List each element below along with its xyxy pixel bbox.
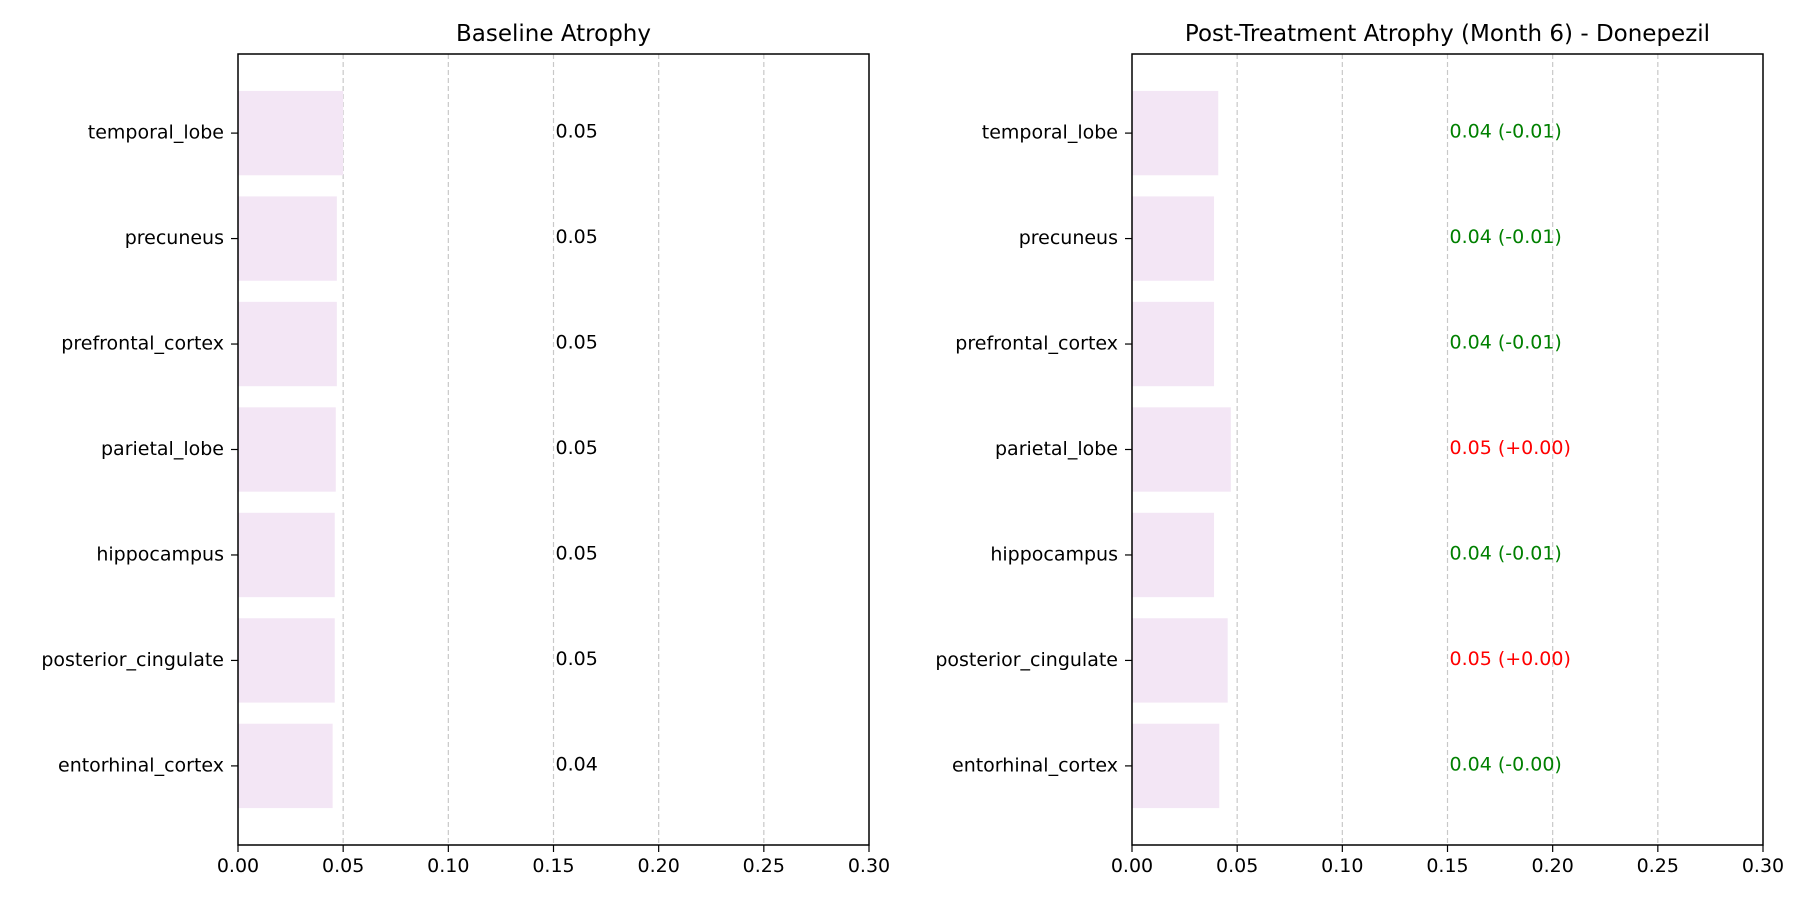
- y-tick-label: temporal_lobe: [88, 122, 224, 144]
- y-tick-label: parietal_lobe: [101, 438, 224, 460]
- x-tick-label: 0.20: [1532, 855, 1574, 877]
- x-tick-label: 0.10: [427, 855, 469, 877]
- value-label: 0.04 (-0.01): [1450, 332, 1562, 354]
- y-tick-label: posterior_cingulate: [935, 649, 1118, 671]
- x-tick-label: 0.20: [638, 855, 680, 877]
- x-tick-label: 0.05: [322, 855, 364, 877]
- y-tick-label: posterior_cingulate: [41, 649, 224, 671]
- x-tick-label: 0.05: [1216, 855, 1258, 877]
- y-tick-label: parietal_lobe: [995, 438, 1118, 460]
- y-tick-label: entorhinal_cortex: [58, 754, 224, 776]
- chart-title: Post-Treatment Atrophy (Month 6) - Donep…: [1185, 21, 1710, 47]
- chart-panel-1: 0.05 0.05 0.05 0.05 0.05 0.05 0.04 temporal_lob…: [41, 21, 890, 877]
- bar-posterior_cingulate: [238, 618, 335, 703]
- bar-parietal_lobe: [1132, 407, 1231, 492]
- x-tick-label: 0.30: [1742, 855, 1784, 877]
- value-label: 0.05 (+0.00): [1450, 437, 1571, 459]
- y-tick-label: precuneus: [1019, 227, 1118, 249]
- value-label: 0.05: [556, 437, 598, 459]
- bar-precuneus: [238, 196, 337, 281]
- value-label: 0.04 (-0.00): [1450, 753, 1562, 775]
- y-tick-label: temporal_lobe: [982, 122, 1118, 144]
- bar-prefrontal_cortex: [238, 301, 337, 387]
- chart-panel-2: 0.04 (-0.01) 0.04 (-0.01) 0.04 (-0.01) 0.05…: [935, 21, 1784, 877]
- bar-prefrontal_cortex: [1132, 301, 1215, 387]
- chart-title: Baseline Atrophy: [456, 21, 651, 47]
- y-tick-label: prefrontal_cortex: [61, 333, 224, 355]
- x-tick-label: 0.15: [1426, 855, 1468, 877]
- y-tick-label: hippocampus: [96, 543, 224, 565]
- bar-parietal_lobe: [238, 407, 336, 492]
- bar-hippocampus: [238, 512, 335, 598]
- x-tick-label: 0.15: [532, 855, 574, 877]
- value-label: 0.05: [556, 648, 598, 670]
- value-label: 0.04 (-0.01): [1450, 121, 1562, 143]
- bar-temporal_lobe: [238, 90, 344, 176]
- value-label: 0.04 (-0.01): [1450, 542, 1562, 564]
- bar-precuneus: [1132, 196, 1215, 281]
- x-tick-label: 0.25: [743, 855, 785, 877]
- value-label: 0.05: [556, 121, 598, 143]
- axes-frame: [1131, 53, 1764, 846]
- x-tick-label: 0.00: [217, 855, 259, 877]
- x-tick-label: 0.10: [1321, 855, 1363, 877]
- y-tick-label: prefrontal_cortex: [955, 333, 1118, 355]
- x-tick-label: 0.00: [1111, 855, 1153, 877]
- value-label: 0.05: [556, 226, 598, 248]
- x-tick-label: 0.25: [1637, 855, 1679, 877]
- bar-posterior_cingulate: [1132, 618, 1228, 703]
- x-tick-label: 0.30: [848, 855, 890, 877]
- value-label: 0.04 (-0.01): [1450, 226, 1562, 248]
- y-tick-label: precuneus: [125, 227, 224, 249]
- value-label: 0.05: [556, 542, 598, 564]
- value-label: 0.04: [556, 753, 598, 775]
- bar-temporal_lobe: [1132, 90, 1219, 176]
- value-label: 0.05: [556, 332, 598, 354]
- y-tick-label: entorhinal_cortex: [952, 754, 1118, 776]
- y-tick-label: hippocampus: [990, 543, 1118, 565]
- axes-frame: [237, 53, 870, 846]
- bar-entorhinal_cortex: [1132, 723, 1220, 809]
- value-label: 0.05 (+0.00): [1450, 648, 1571, 670]
- bar-hippocampus: [1132, 512, 1215, 598]
- bar-entorhinal_cortex: [238, 723, 333, 809]
